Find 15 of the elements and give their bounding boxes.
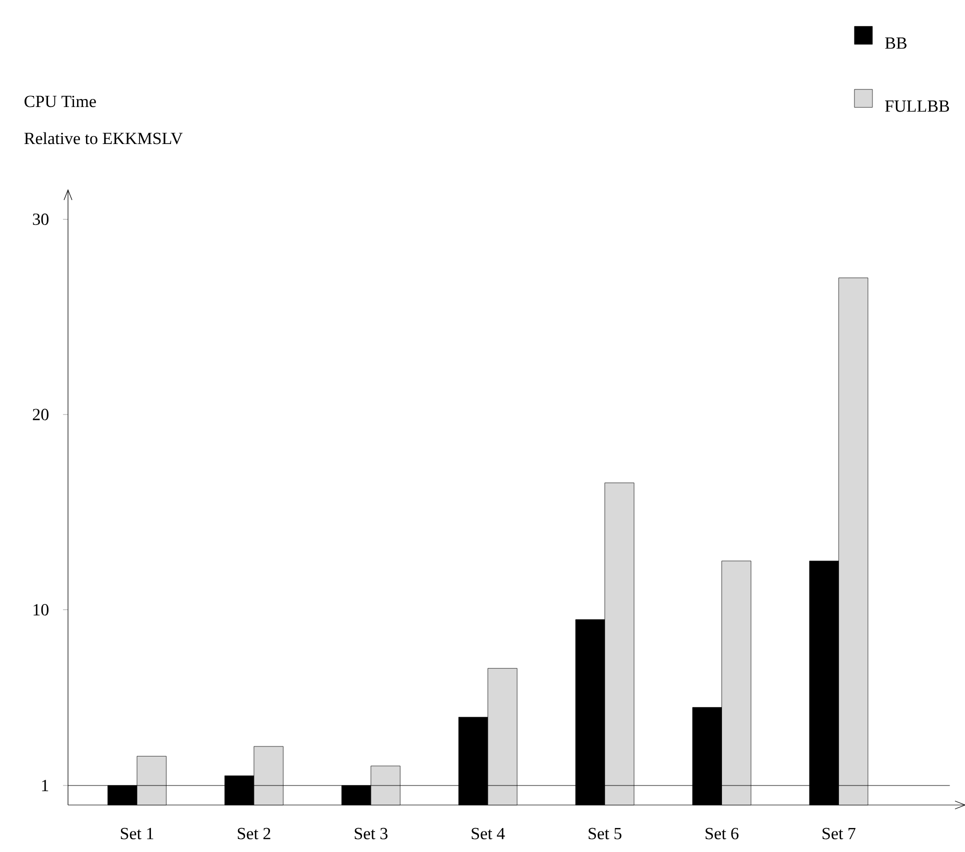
x-tick-label: Set 2 [238, 828, 270, 840]
x-tick-label: Set 4 [472, 828, 505, 840]
legend-label: BB [885, 38, 906, 49]
legend-label: FULLBB [885, 100, 949, 112]
x-tick-label: Set 3 [354, 828, 388, 840]
x-tick-label: Set 1 [120, 828, 154, 840]
text: Relative to EKKMSLV [24, 132, 183, 144]
y-tick-label: 10 [34, 604, 48, 616]
x-tick-label: Set 5 [588, 828, 622, 840]
y-axis-title: CPU Time [24, 96, 96, 108]
y-tick-label: 30 [32, 214, 48, 226]
x-tick-label: Set 7 [822, 828, 856, 840]
y-tick-label: 20 [32, 408, 48, 420]
x-tick-label: Set 6 [706, 828, 738, 840]
y-tick-label: 1 [42, 780, 48, 792]
